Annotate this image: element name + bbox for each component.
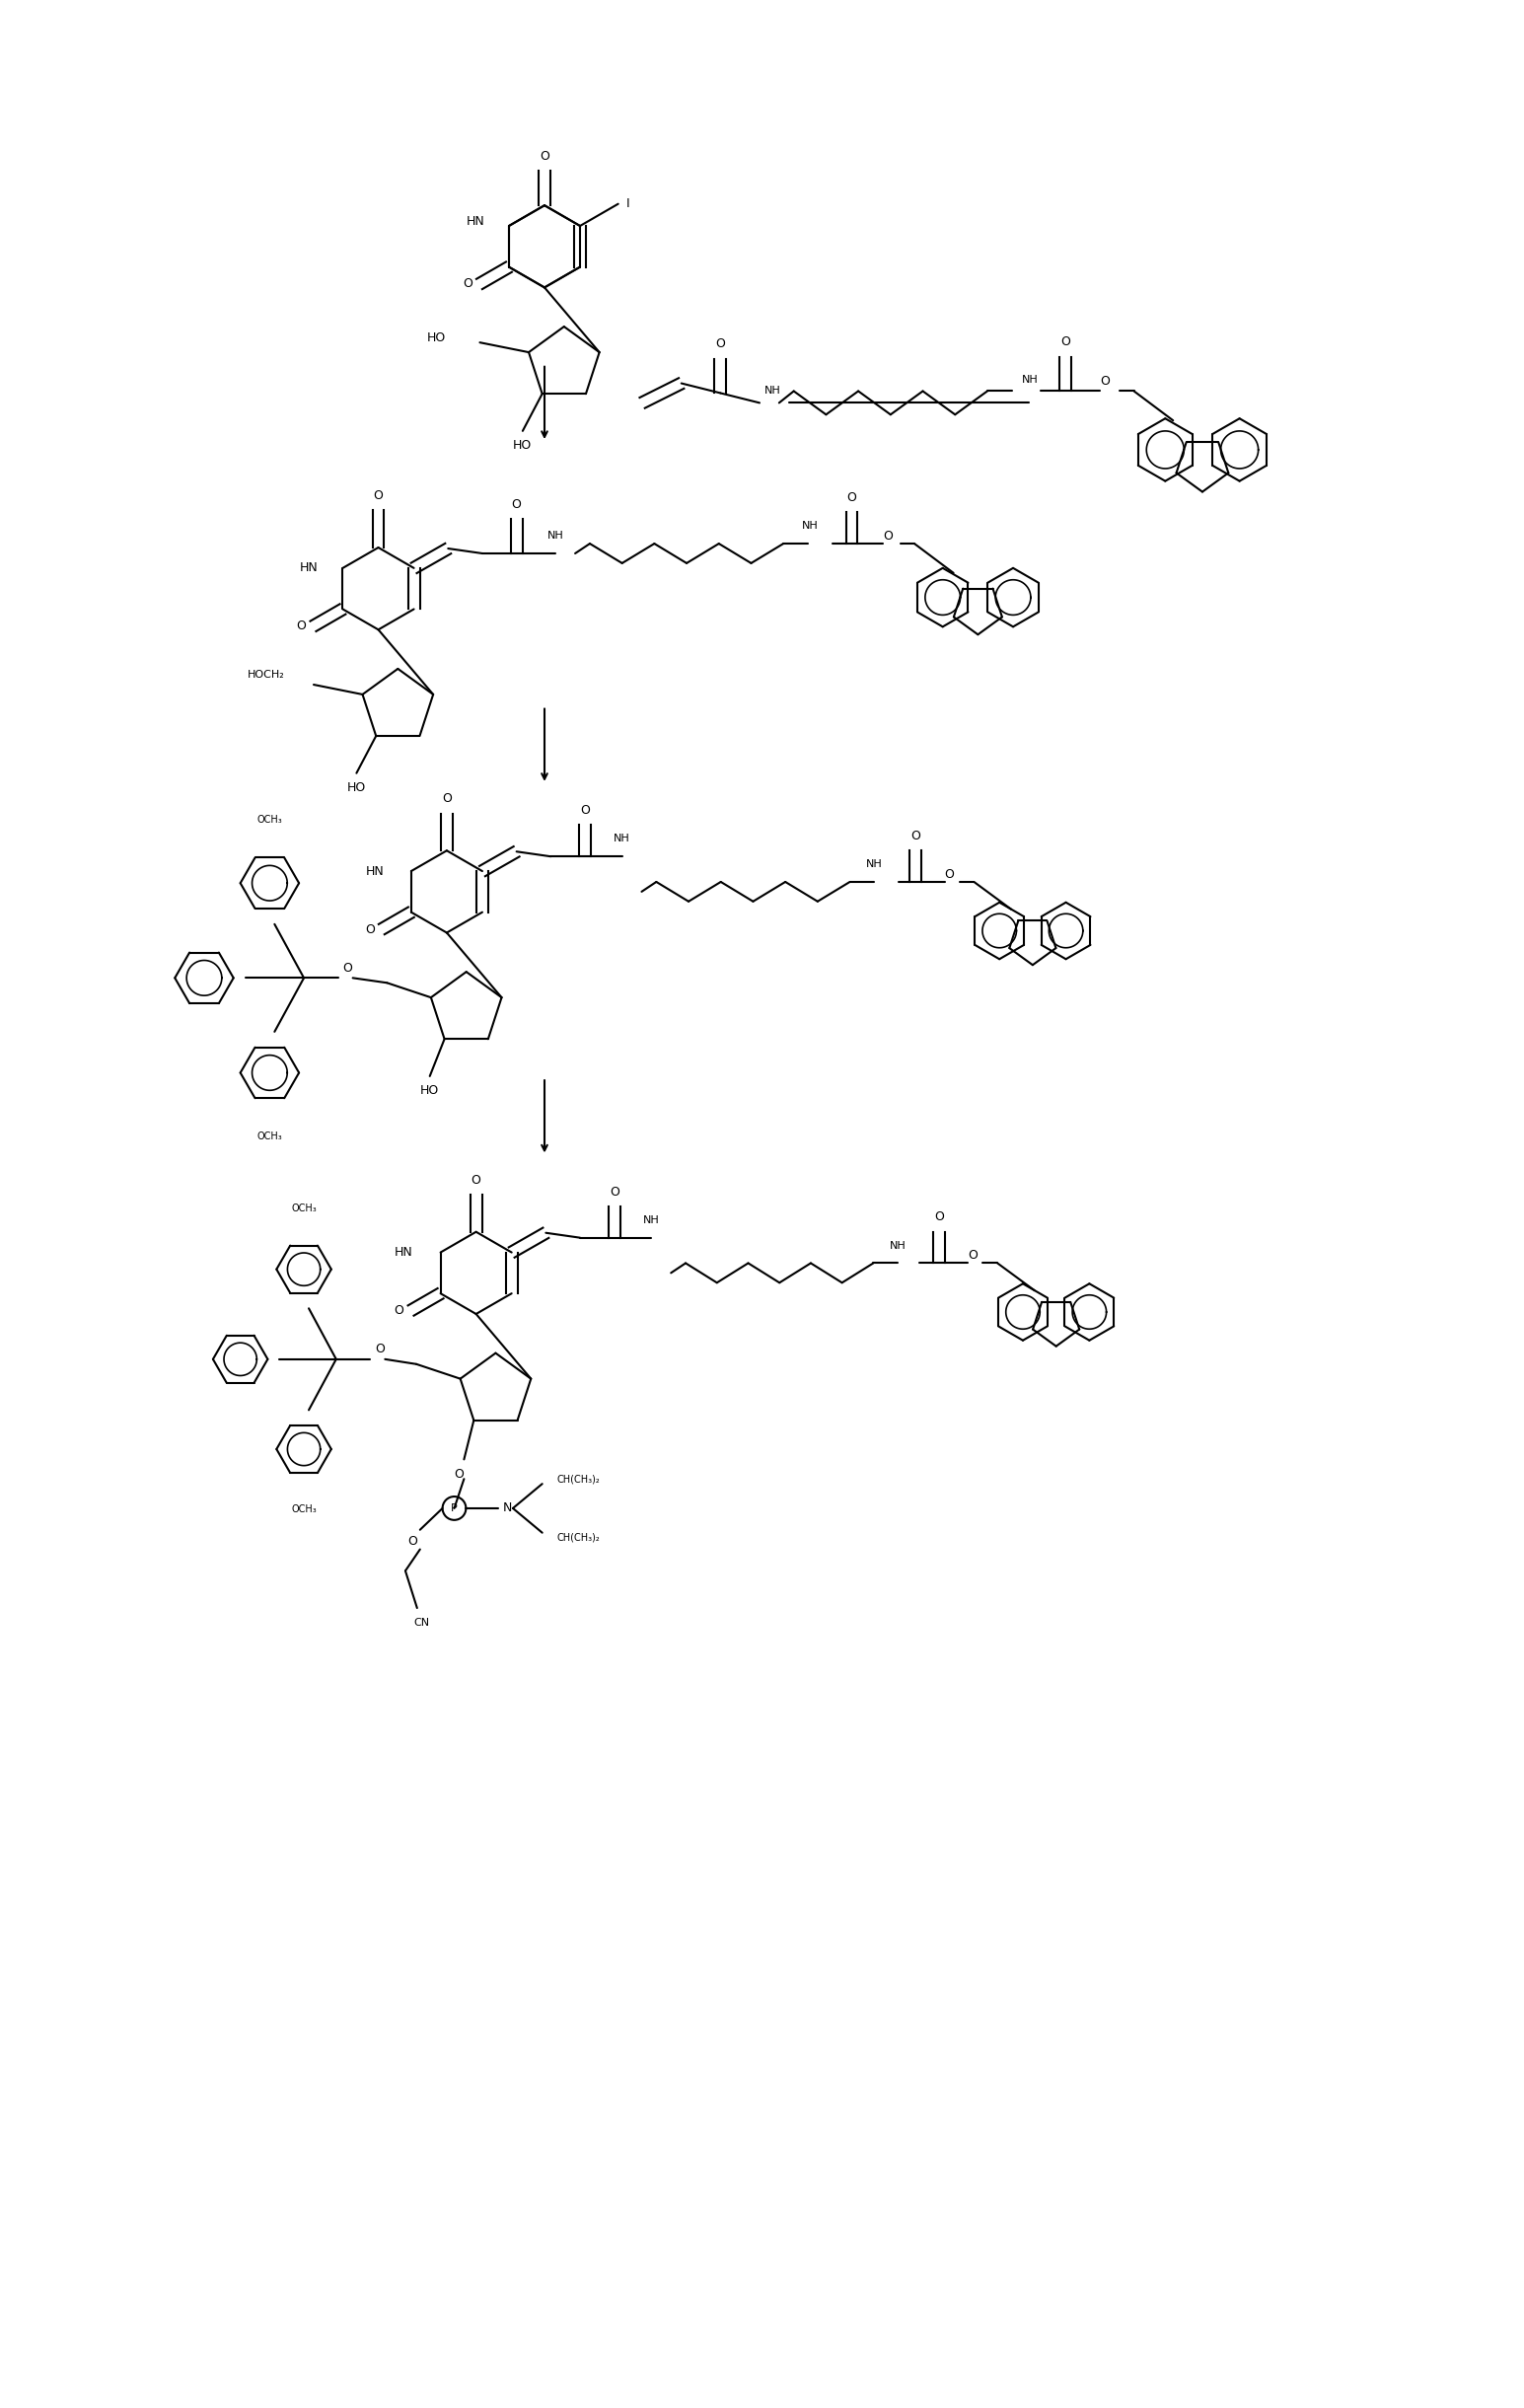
Text: NH: NH xyxy=(643,1216,660,1226)
Text: NH: NH xyxy=(765,385,780,395)
Text: NH: NH xyxy=(802,520,818,530)
Text: O: O xyxy=(454,1466,463,1481)
Text: O: O xyxy=(373,489,383,503)
Text: O: O xyxy=(1061,335,1070,349)
Text: HN: HN xyxy=(300,561,319,576)
Text: P: P xyxy=(451,1503,457,1512)
Text: OCH₃: OCH₃ xyxy=(291,1204,317,1214)
Text: O: O xyxy=(968,1250,978,1262)
Text: O: O xyxy=(882,530,893,542)
Text: NH: NH xyxy=(866,860,882,869)
Text: I: I xyxy=(626,197,629,209)
Text: HN: HN xyxy=(395,1245,413,1259)
Text: NH: NH xyxy=(547,530,564,542)
Text: O: O xyxy=(364,922,375,937)
Text: HN: HN xyxy=(366,864,384,877)
Text: HO: HO xyxy=(427,332,445,344)
Text: O: O xyxy=(442,792,451,804)
Text: O: O xyxy=(512,498,521,510)
Text: O: O xyxy=(847,491,856,503)
Text: NH: NH xyxy=(614,833,631,843)
Text: O: O xyxy=(407,1536,418,1548)
Text: HO: HO xyxy=(514,438,532,453)
Text: O: O xyxy=(716,337,725,352)
Text: N: N xyxy=(503,1503,512,1515)
Text: OCH₃: OCH₃ xyxy=(258,814,282,824)
Text: O: O xyxy=(539,149,549,164)
Text: O: O xyxy=(1100,376,1109,388)
Text: OCH₃: OCH₃ xyxy=(291,1505,317,1515)
Text: CH(CH₃)₂: CH(CH₃)₂ xyxy=(556,1474,600,1483)
Text: O: O xyxy=(297,619,306,633)
Text: O: O xyxy=(471,1173,482,1187)
Text: O: O xyxy=(343,961,352,975)
Text: NH: NH xyxy=(890,1240,905,1250)
Text: O: O xyxy=(945,867,954,881)
Text: HN: HN xyxy=(466,214,485,226)
Text: O: O xyxy=(581,804,590,816)
Text: O: O xyxy=(375,1344,386,1356)
Text: O: O xyxy=(395,1305,404,1317)
Text: O: O xyxy=(610,1185,619,1199)
Text: O: O xyxy=(934,1211,943,1223)
Text: O: O xyxy=(463,277,472,291)
Text: O: O xyxy=(910,828,920,843)
Text: HO: HO xyxy=(421,1084,439,1098)
Text: CN: CN xyxy=(415,1618,430,1628)
Text: NH: NH xyxy=(1021,376,1038,385)
Text: OCH₃: OCH₃ xyxy=(258,1132,282,1141)
Text: HOCH₂: HOCH₂ xyxy=(247,669,285,679)
Text: HO: HO xyxy=(347,780,366,795)
Text: CH(CH₃)₂: CH(CH₃)₂ xyxy=(556,1531,600,1544)
